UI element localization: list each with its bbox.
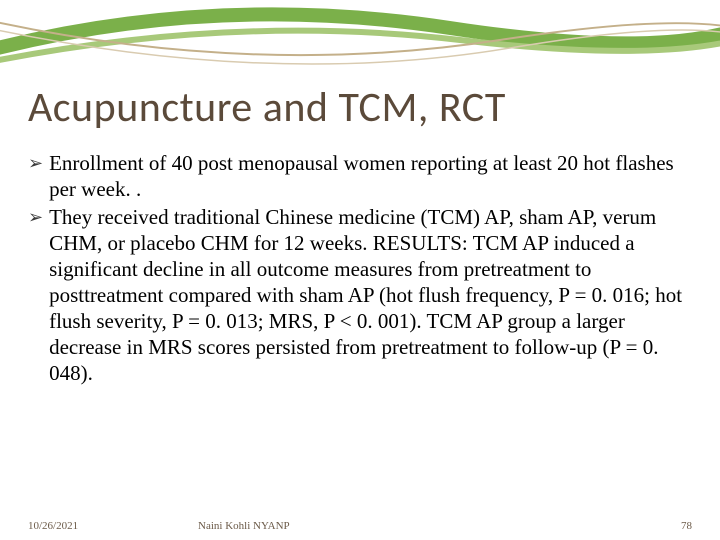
bullet-text: Enrollment of 40 post menopausal women r… — [49, 150, 692, 202]
footer-author: Naini Kohli NYANP — [198, 520, 290, 532]
bullet-text: They received traditional Chinese medici… — [49, 204, 692, 386]
chevron-right-icon: ➢ — [28, 150, 43, 176]
slide-body: ➢Enrollment of 40 post menopausal women … — [28, 150, 692, 388]
decorative-swoosh — [0, 0, 720, 90]
footer-date: 10/26/2021 — [28, 520, 78, 532]
footer-page-number: 78 — [681, 520, 692, 532]
slide-title: Acupuncture and TCM, RCT — [28, 82, 506, 133]
bullet-item: ➢Enrollment of 40 post menopausal women … — [28, 150, 692, 202]
swoosh-svg — [0, 0, 720, 90]
chevron-right-icon: ➢ — [28, 204, 43, 230]
bullet-item: ➢They received traditional Chinese medic… — [28, 204, 692, 386]
